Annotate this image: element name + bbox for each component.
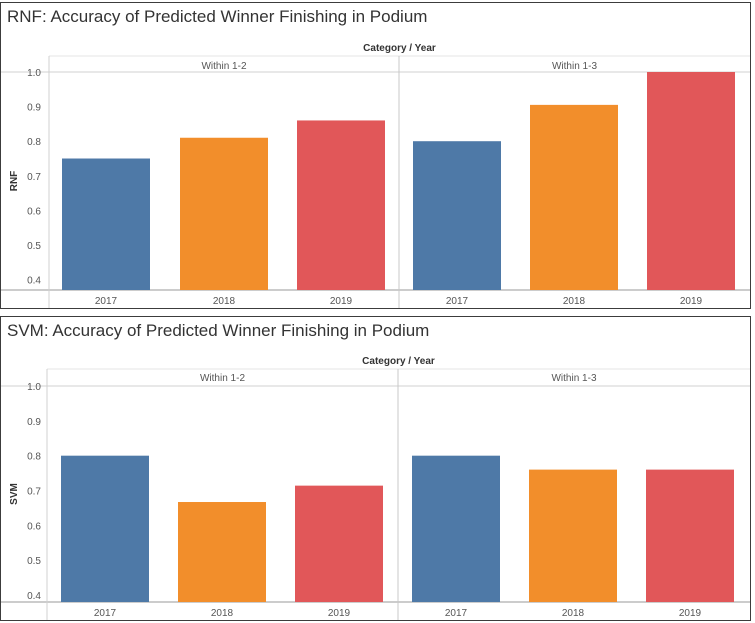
- x-tick-label: 2019: [679, 608, 702, 619]
- chart-title: RNF: Accuracy of Predicted Winner Finish…: [7, 7, 428, 26]
- group-label: Within 1-3: [551, 373, 596, 384]
- bar-2017: [413, 141, 501, 290]
- header-label: Category / Year: [362, 356, 435, 367]
- y-tick-label: 0.5: [27, 556, 41, 567]
- bar-2017: [412, 455, 500, 602]
- y-tick-label: 0.5: [27, 241, 41, 252]
- y-tick-label: 0.7: [27, 487, 41, 498]
- rnf-chart-panel: RNF: Accuracy of Predicted Winner Finish…: [0, 2, 751, 309]
- y-axis-title: RNF: [9, 171, 20, 192]
- x-tick-label: 2018: [562, 608, 585, 619]
- bar-2019: [297, 120, 385, 290]
- y-tick-label: 0.9: [27, 417, 41, 428]
- group-label: Within 1-3: [552, 61, 597, 72]
- bar-2019: [647, 72, 735, 290]
- y-tick-label: 0.4: [27, 591, 41, 602]
- svm-chart-panel: SVM: Accuracy of Predicted Winner Finish…: [0, 316, 751, 621]
- y-tick-label: 0.4: [27, 276, 41, 287]
- x-tick-label: 2018: [563, 296, 586, 307]
- x-tick-label: 2018: [213, 296, 236, 307]
- group-label: Within 1-2: [200, 373, 245, 384]
- chart-title: SVM: Accuracy of Predicted Winner Finish…: [7, 321, 430, 340]
- y-tick-label: 0.6: [27, 206, 41, 217]
- rnf-bar-chart: Category / Year Within 1-2 Within 1-3 1.0 0.…: [1, 43, 750, 308]
- x-tick-label: 2019: [330, 296, 353, 307]
- y-axis-title: SVM: [9, 483, 20, 505]
- x-tick-label: 2017: [445, 608, 468, 619]
- bar-2018: [529, 469, 617, 602]
- bar-2018: [178, 502, 266, 602]
- y-tick-label: 0.9: [27, 103, 41, 114]
- y-tick-label: 1.0: [27, 382, 41, 393]
- x-tick-label: 2017: [446, 296, 469, 307]
- bar-2019: [646, 469, 734, 602]
- y-tick-label: 0.8: [27, 452, 41, 463]
- bar-2019: [295, 485, 383, 602]
- y-tick-label: 0.8: [27, 137, 41, 148]
- bar-2018: [180, 137, 268, 290]
- x-tick-label: 2017: [95, 296, 118, 307]
- header-label: Category / Year: [363, 43, 436, 54]
- svm-bar-chart: Category / Year Within 1-2 Within 1-3 1.0 0.…: [1, 356, 750, 620]
- x-tick-label: 2019: [328, 608, 351, 619]
- x-tick-label: 2017: [94, 608, 117, 619]
- y-tick-label: 1.0: [27, 68, 41, 79]
- bar-2018: [530, 104, 618, 290]
- x-tick-label: 2018: [211, 608, 234, 619]
- bar-2017: [62, 158, 150, 290]
- y-tick-label: 0.7: [27, 172, 41, 183]
- group-label: Within 1-2: [201, 61, 246, 72]
- bar-2017: [61, 455, 149, 602]
- y-tick-label: 0.6: [27, 521, 41, 532]
- x-tick-label: 2019: [680, 296, 703, 307]
